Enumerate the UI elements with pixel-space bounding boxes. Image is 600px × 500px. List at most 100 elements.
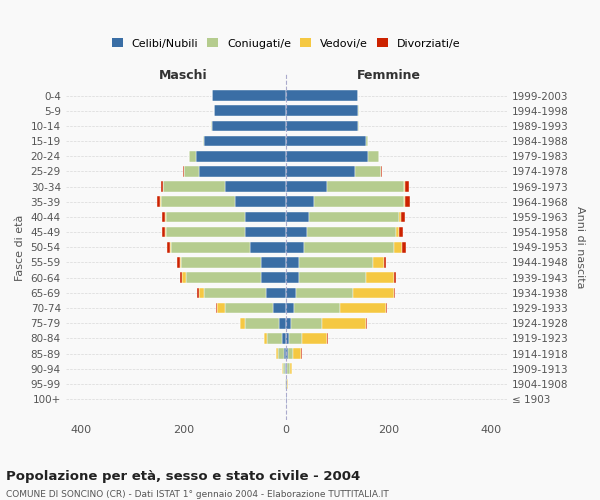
Bar xyxy=(373,257,383,268)
Bar xyxy=(166,227,245,237)
Bar xyxy=(216,302,217,314)
Bar xyxy=(365,136,368,146)
Bar xyxy=(286,90,358,101)
Bar xyxy=(286,166,355,176)
Bar xyxy=(294,302,340,314)
Bar xyxy=(162,227,165,237)
Bar xyxy=(286,288,296,298)
Bar xyxy=(394,288,395,298)
Bar xyxy=(179,272,182,283)
Bar xyxy=(171,242,250,252)
Bar xyxy=(286,348,288,359)
Bar xyxy=(401,242,406,252)
Bar xyxy=(214,106,286,116)
Bar xyxy=(245,318,278,328)
Text: Maschi: Maschi xyxy=(160,69,208,82)
Bar xyxy=(307,227,397,237)
Bar xyxy=(286,257,299,268)
Bar xyxy=(199,166,286,176)
Bar xyxy=(178,257,179,268)
Bar xyxy=(399,212,401,222)
Bar xyxy=(358,120,359,131)
Bar xyxy=(286,272,299,283)
Bar xyxy=(284,348,286,359)
Bar xyxy=(245,212,286,222)
Bar xyxy=(224,302,274,314)
Bar xyxy=(277,348,278,359)
Bar xyxy=(286,182,327,192)
Bar xyxy=(163,182,224,192)
Bar xyxy=(286,227,307,237)
Bar xyxy=(299,272,365,283)
Bar xyxy=(368,151,379,162)
Bar xyxy=(314,196,404,207)
Bar xyxy=(260,257,286,268)
Legend: Celibi/Nubili, Coniugati/e, Vedovi/e, Divorziati/e: Celibi/Nubili, Coniugati/e, Vedovi/e, Di… xyxy=(109,35,464,52)
Bar xyxy=(264,333,267,344)
Bar xyxy=(199,288,204,298)
Bar xyxy=(365,272,394,283)
Bar xyxy=(186,272,260,283)
Bar xyxy=(161,182,163,192)
Bar xyxy=(286,196,314,207)
Bar xyxy=(327,182,404,192)
Bar xyxy=(299,257,373,268)
Bar xyxy=(286,302,294,314)
Bar xyxy=(204,288,266,298)
Text: Popolazione per età, sesso e stato civile - 2004: Popolazione per età, sesso e stato civil… xyxy=(6,470,360,483)
Bar xyxy=(401,212,404,222)
Text: Femmine: Femmine xyxy=(357,69,421,82)
Bar xyxy=(182,272,186,283)
Bar xyxy=(179,257,181,268)
Bar xyxy=(404,182,409,192)
Y-axis label: Anni di nascita: Anni di nascita xyxy=(575,206,585,288)
Bar xyxy=(278,348,284,359)
Bar xyxy=(286,318,292,328)
Bar xyxy=(162,212,165,222)
Bar xyxy=(157,196,160,207)
Bar xyxy=(397,227,399,237)
Bar xyxy=(203,136,204,146)
Bar xyxy=(278,318,286,328)
Bar xyxy=(286,242,304,252)
Bar xyxy=(304,242,394,252)
Bar xyxy=(292,318,322,328)
Bar xyxy=(286,151,368,162)
Bar xyxy=(386,302,387,314)
Bar xyxy=(245,227,286,237)
Bar xyxy=(282,333,286,344)
Bar xyxy=(196,151,286,162)
Bar xyxy=(260,272,286,283)
Bar xyxy=(405,196,410,207)
Bar xyxy=(286,212,309,222)
Y-axis label: Fasce di età: Fasce di età xyxy=(15,214,25,280)
Bar xyxy=(217,302,224,314)
Bar xyxy=(204,136,286,146)
Bar xyxy=(285,364,286,374)
Bar xyxy=(399,227,403,237)
Bar xyxy=(290,364,292,374)
Bar xyxy=(286,120,358,131)
Bar xyxy=(240,318,245,328)
Bar xyxy=(197,288,199,298)
Bar xyxy=(296,288,353,298)
Bar xyxy=(302,333,327,344)
Bar xyxy=(267,333,282,344)
Bar xyxy=(167,242,170,252)
Bar xyxy=(184,166,199,176)
Bar xyxy=(289,333,302,344)
Text: COMUNE DI SONCINO (CR) - Dati ISTAT 1° gennaio 2004 - Elaborazione TUTTITALIA.IT: COMUNE DI SONCINO (CR) - Dati ISTAT 1° g… xyxy=(6,490,389,499)
Bar xyxy=(404,196,405,207)
Bar xyxy=(286,333,289,344)
Bar xyxy=(250,242,286,252)
Bar xyxy=(189,151,196,162)
Bar xyxy=(288,348,293,359)
Bar xyxy=(293,348,301,359)
Bar xyxy=(286,136,365,146)
Bar xyxy=(166,212,245,222)
Bar xyxy=(235,196,286,207)
Bar xyxy=(353,288,394,298)
Bar xyxy=(340,302,386,314)
Bar xyxy=(322,318,365,328)
Bar xyxy=(365,318,367,328)
